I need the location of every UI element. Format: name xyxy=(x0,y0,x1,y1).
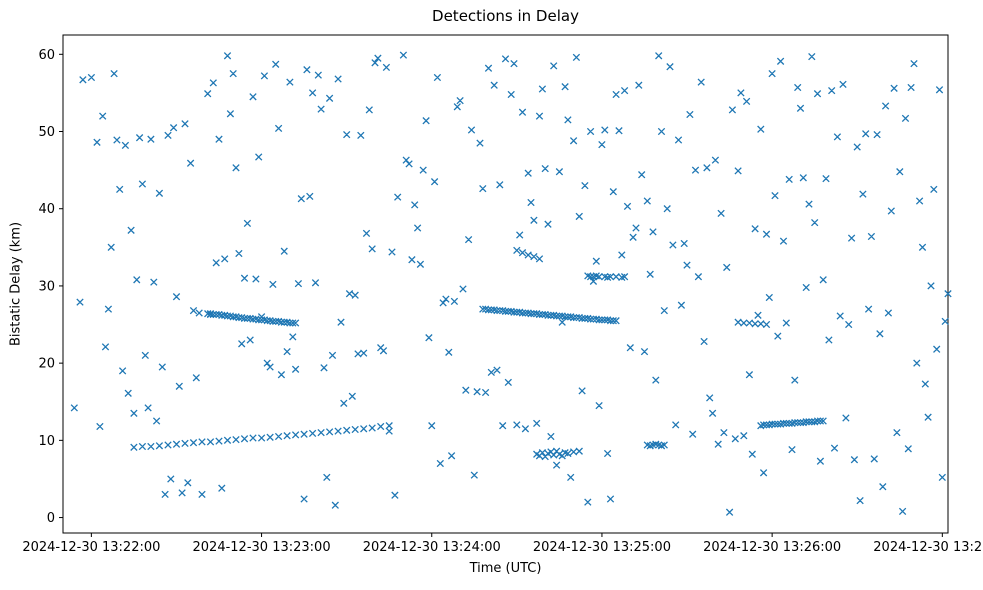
y-tick-label: 20 xyxy=(38,357,55,372)
x-tick-label: 2024-12-30 13:25:00 xyxy=(533,540,671,555)
y-tick-label: 50 xyxy=(38,125,55,140)
x-tick-label: 2024-12-30 13:22:00 xyxy=(22,540,160,555)
chart-title: Detections in Delay xyxy=(432,7,579,25)
data-point-markers xyxy=(70,51,952,516)
y-tick-label: 0 xyxy=(47,511,55,526)
y-tick-label: 10 xyxy=(38,434,55,449)
y-tick-label: 30 xyxy=(38,279,55,294)
x-tick-label: 2024-12-30 13:26:00 xyxy=(703,540,841,555)
x-tick-label: 2024-12-30 13:23:00 xyxy=(193,540,331,555)
x-axis-label: Time (UTC) xyxy=(469,561,542,576)
x-tick-label: 2024-12-30 13:24:00 xyxy=(363,540,501,555)
y-tick-label: 40 xyxy=(38,202,55,217)
plot-border xyxy=(62,34,949,534)
x-tick-label: 2024-12-30 13:27:00 xyxy=(873,540,983,555)
y-tick-label: 60 xyxy=(38,48,55,63)
